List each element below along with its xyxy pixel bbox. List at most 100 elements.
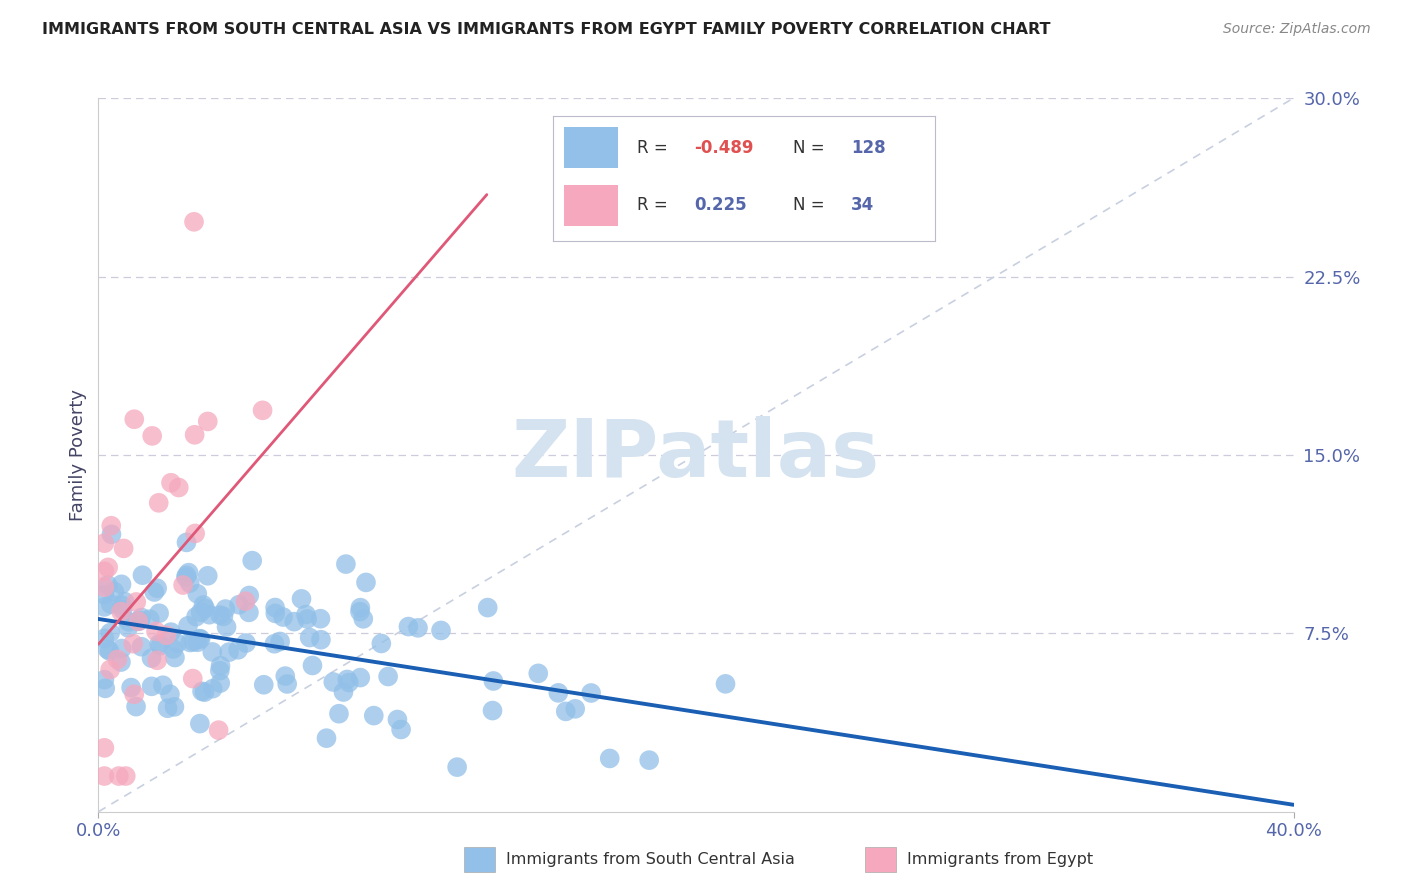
Point [337,675,360,690]
Point [125,595,148,609]
Point [141,651,163,665]
Point [377,669,399,683]
Point [129,614,152,628]
Point [176,568,198,582]
Point [430,624,453,638]
Point [298,631,321,645]
Point [118,615,141,629]
Point [167,481,190,495]
Point [145,624,167,639]
Point [188,632,211,646]
Point [547,686,569,700]
Point [148,637,170,651]
Point [166,636,188,650]
Point [201,681,224,696]
Text: Source: ZipAtlas.com: Source: ZipAtlas.com [1223,22,1371,37]
Point [228,598,250,612]
Point [208,607,231,622]
Point [112,541,135,556]
Point [209,676,232,690]
Point [155,628,177,642]
Point [183,215,205,229]
Point [124,412,146,426]
Point [98,644,121,658]
Point [322,675,344,690]
Point [579,686,602,700]
Point [100,597,122,611]
Point [714,677,737,691]
Point [176,535,198,549]
Point [111,602,134,616]
Point [274,669,297,683]
Point [179,635,201,649]
Point [363,708,385,723]
Point [125,699,148,714]
Point [127,615,149,629]
Point [172,578,194,592]
Point [181,672,204,686]
Point [252,403,274,417]
Point [190,632,212,646]
Text: Immigrants from Egypt: Immigrants from Egypt [907,853,1092,867]
Point [131,640,153,654]
Point [263,637,285,651]
Text: IMMIGRANTS FROM SOUTH CENTRAL ASIA VS IMMIGRANTS FROM EGYPT FAMILY POVERTY CORRE: IMMIGRANTS FROM SOUTH CENTRAL ASIA VS IM… [42,22,1050,37]
Point [131,610,153,624]
Point [240,554,263,568]
Point [107,652,129,666]
Point [349,600,371,615]
Point [108,769,131,783]
Point [208,664,231,678]
Point [179,576,201,591]
Point [276,677,298,691]
Point [209,658,232,673]
Point [328,706,350,721]
Point [315,731,337,746]
Point [131,568,153,582]
Point [96,642,118,657]
Point [100,527,122,541]
Point [186,635,208,649]
Point [93,769,115,783]
Point [94,681,117,696]
Point [162,642,184,657]
Point [97,560,120,574]
Point [389,723,412,737]
Point [193,598,215,612]
Point [177,619,200,633]
Point [110,577,132,591]
Point [193,685,215,699]
Point [98,625,121,640]
Point [98,663,121,677]
Point [482,673,505,688]
Point [271,610,294,624]
Point [477,600,499,615]
Point [201,645,224,659]
Point [97,578,120,592]
Point [354,575,377,590]
Point [554,705,576,719]
Point [194,601,217,615]
Point [93,599,115,614]
Point [93,564,115,578]
Point [446,760,468,774]
Point [120,681,142,695]
Text: Immigrants from South Central Asia: Immigrants from South Central Asia [506,853,794,867]
Point [481,704,503,718]
Point [160,475,183,490]
Point [149,639,172,653]
Point [599,751,621,765]
Point [188,716,211,731]
Point [349,605,371,619]
Point [370,636,392,650]
Point [114,769,136,783]
Point [146,653,169,667]
Point [183,427,205,442]
Point [93,632,115,646]
Point [152,678,174,692]
Point [332,685,354,699]
Point [110,655,132,669]
Point [238,589,260,603]
Point [186,587,208,601]
Point [197,568,219,582]
